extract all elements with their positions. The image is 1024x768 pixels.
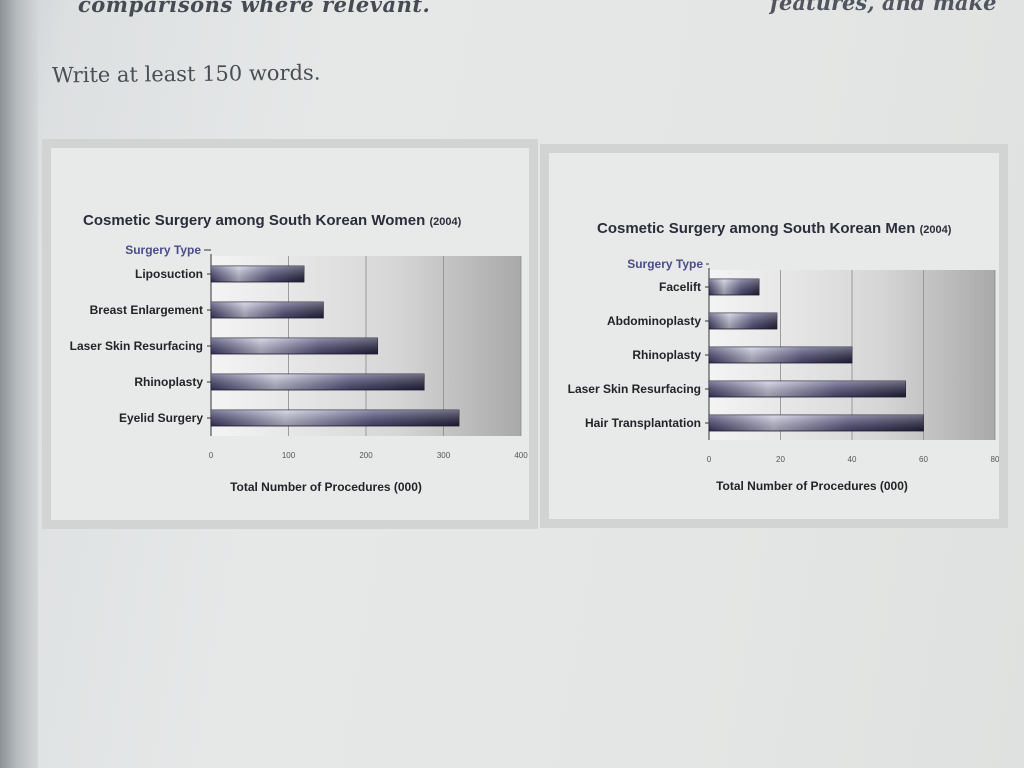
x-tick-label: 60 (919, 455, 928, 464)
category-label: Rhinoplasty (134, 375, 203, 389)
x-tick-label: 0 (209, 451, 214, 460)
category-label: Breast Enlargement (90, 303, 203, 317)
category-label: Liposuction (135, 267, 203, 281)
bar-sheen (211, 410, 459, 426)
bar-sheen (709, 415, 924, 431)
category-label: Laser Skin Resurfacing (70, 339, 203, 353)
men-chart-panel: Cosmetic Surgery among South Korean Men … (540, 144, 1008, 528)
x-tick-label: 20 (776, 455, 785, 464)
x-tick-label: 400 (514, 451, 528, 460)
bar-sheen (211, 266, 304, 282)
category-label: Hair Transplantation (585, 416, 701, 430)
bar-sheen (709, 381, 906, 397)
men-surgery-chart: Cosmetic Surgery among South Korean Men … (568, 220, 999, 493)
category-axis-title: Surgery Type (627, 257, 703, 271)
x-tick-label: 300 (437, 451, 451, 460)
x-tick-label: 80 (991, 455, 999, 464)
bar-sheen (709, 347, 852, 363)
category-label: Laser Skin Resurfacing (568, 382, 701, 396)
x-tick-label: 40 (848, 455, 857, 464)
x-tick-label: 0 (707, 455, 712, 464)
women-surgery-chart: Cosmetic Surgery among South Korean Wome… (70, 212, 529, 494)
women-chart-panel: Cosmetic Surgery among South Korean Wome… (42, 139, 538, 529)
x-axis-title: Total Number of Procedures (000) (716, 479, 908, 493)
chart-title: Cosmetic Surgery among South Korean Men … (597, 220, 952, 237)
cropped-heading-text-right: features, and make (770, 0, 997, 15)
word-count-instruction: Write at least 150 words. (51, 60, 321, 88)
book-spine-shadow (0, 0, 38, 768)
bar-sheen (211, 302, 324, 318)
chart-title-year: (2004) (920, 224, 952, 236)
bar-sheen (709, 279, 760, 295)
cropped-heading-text: comparisons where relevant. (78, 0, 431, 17)
chart-title: Cosmetic Surgery among South Korean Wome… (83, 212, 462, 229)
bar-sheen (211, 374, 425, 390)
category-label: Rhinoplasty (632, 348, 701, 362)
x-tick-label: 200 (359, 451, 373, 460)
category-label: Abdominoplasty (607, 314, 701, 328)
x-tick-label: 100 (282, 451, 296, 460)
bar-sheen (709, 313, 777, 329)
x-axis-title: Total Number of Procedures (000) (230, 480, 422, 494)
bar-sheen (211, 338, 378, 354)
category-axis-title: Surgery Type (125, 243, 201, 257)
category-label: Eyelid Surgery (119, 411, 203, 425)
chart-title-year: (2004) (429, 216, 461, 228)
category-label: Facelift (659, 280, 701, 294)
